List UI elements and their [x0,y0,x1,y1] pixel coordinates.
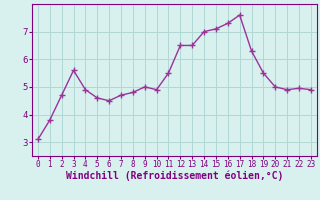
X-axis label: Windchill (Refroidissement éolien,°C): Windchill (Refroidissement éolien,°C) [66,171,283,181]
